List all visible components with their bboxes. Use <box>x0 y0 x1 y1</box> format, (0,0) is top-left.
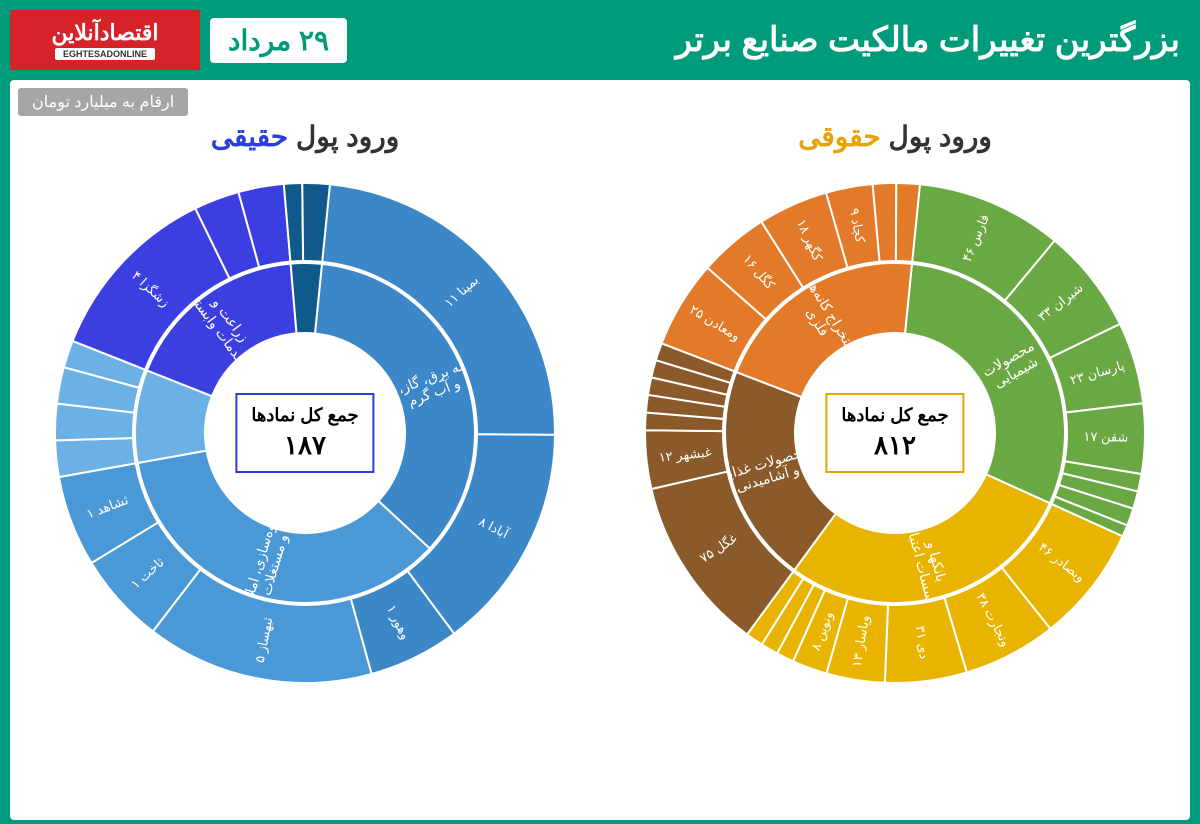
chart-left-title-prefix: ورود پول <box>881 121 992 152</box>
chart-panel: ارقام به میلیارد تومان ورود پول حقوقی مح… <box>10 80 1190 820</box>
logo: اقتصادآنلاین EGHTESADONLINE <box>10 10 200 70</box>
chart-right-wrap: عرضه برق، گاز، بخارو آب گرمانبوه‌سازی، ا… <box>45 173 565 693</box>
chart-right-title-prefix: ورود پول <box>288 121 399 152</box>
chart-right-title-accent: حقیقی <box>211 121 288 152</box>
center-label-left: جمع کل نمادها <box>841 405 948 426</box>
center-value-left: ۸۱۲ <box>841 430 948 461</box>
chart-right-title: ورود پول حقیقی <box>211 120 400 153</box>
header: بزرگترین تغییرات مالکیت صنایع برتر ۲۹ مر… <box>10 10 1190 70</box>
slice-label: شفن ۱۷ <box>1083 429 1128 446</box>
center-value-right: ۱۸۷ <box>251 430 358 461</box>
center-box-left: جمع کل نمادها ۸۱۲ <box>825 393 964 473</box>
center-box-right: جمع کل نمادها ۱۸۷ <box>235 393 374 473</box>
chart-left-title: ورود پول حقوقی <box>798 120 992 153</box>
chart-left-title-accent: حقوقی <box>798 121 881 152</box>
logo-text: اقتصادآنلاین <box>51 20 158 46</box>
logo-sub: EGHTESADONLINE <box>55 48 155 60</box>
frame: بزرگترین تغییرات مالکیت صنایع برتر ۲۹ مر… <box>0 0 1200 824</box>
chart-left: ورود پول حقوقی محصولاتشیمیاییبانکها ومؤس… <box>600 80 1190 820</box>
chart-right: ورود پول حقیقی عرضه برق، گاز، بخارو آب گ… <box>10 80 600 820</box>
page-title: بزرگترین تغییرات مالکیت صنایع برتر <box>357 20 1190 60</box>
chart-left-wrap: محصولاتشیمیاییبانکها ومؤسسات اعتباریمحصو… <box>635 173 1155 693</box>
center-label-right: جمع کل نمادها <box>251 405 358 426</box>
date-badge: ۲۹ مرداد <box>210 18 347 63</box>
